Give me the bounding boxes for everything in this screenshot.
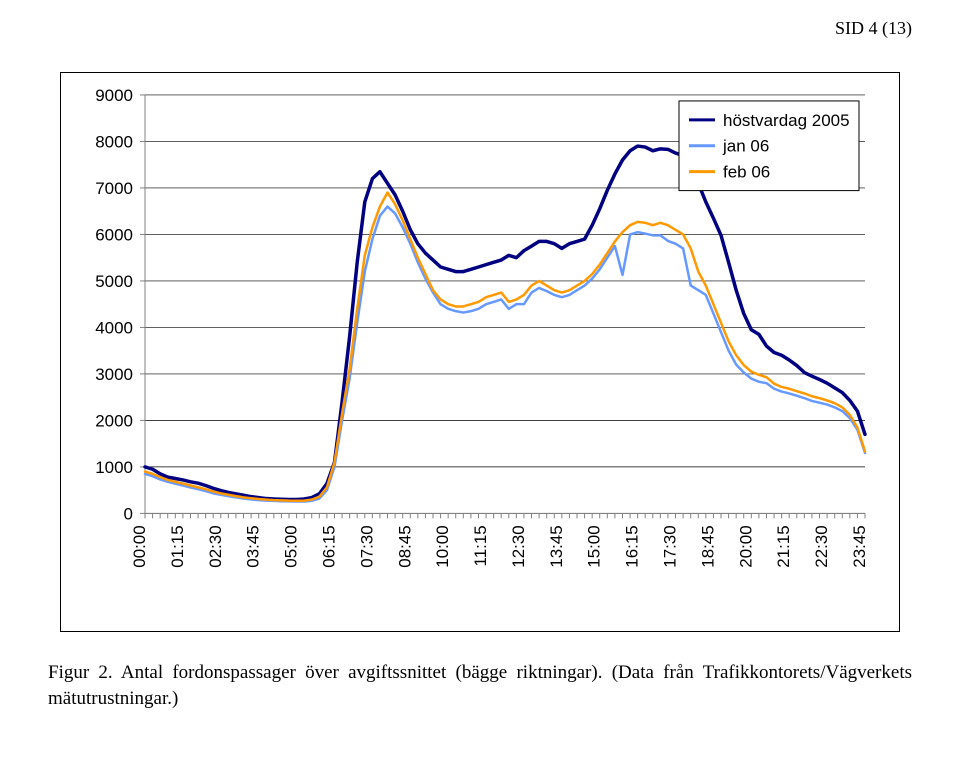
svg-text:01:15: 01:15 bbox=[168, 525, 187, 567]
chart-frame: 0 1000 2000 3000 4000 5000 6000 7000 8000 9000 00:… bbox=[60, 72, 900, 632]
svg-text:1000: 1000 bbox=[95, 458, 133, 477]
svg-text:00:00: 00:00 bbox=[130, 525, 149, 567]
svg-text:17:30: 17:30 bbox=[660, 525, 679, 567]
svg-text:3000: 3000 bbox=[95, 365, 133, 384]
svg-text:07:30: 07:30 bbox=[357, 525, 376, 567]
svg-text:08:45: 08:45 bbox=[395, 525, 414, 567]
figure-caption: Figur 2. Antal fordonspassager över avgi… bbox=[48, 660, 912, 711]
svg-text:11:15: 11:15 bbox=[471, 525, 490, 566]
svg-text:2000: 2000 bbox=[95, 411, 133, 430]
svg-text:7000: 7000 bbox=[95, 179, 133, 198]
svg-text:16:15: 16:15 bbox=[623, 525, 642, 567]
svg-text:10:00: 10:00 bbox=[433, 525, 452, 567]
svg-text:höstvardag 2005: höstvardag 2005 bbox=[723, 111, 850, 130]
svg-text:jan 06: jan 06 bbox=[722, 137, 769, 156]
svg-text:03:45: 03:45 bbox=[244, 525, 263, 567]
svg-text:12:30: 12:30 bbox=[509, 525, 528, 567]
page: SID 4 (13) 0 1000 2000 3000 4000 5000 6000 7000… bbox=[0, 0, 960, 771]
svg-text:13:45: 13:45 bbox=[547, 525, 566, 567]
svg-text:4000: 4000 bbox=[95, 318, 133, 337]
svg-text:05:00: 05:00 bbox=[282, 525, 301, 567]
svg-text:18:45: 18:45 bbox=[698, 525, 717, 567]
svg-text:23:45: 23:45 bbox=[850, 525, 869, 567]
svg-text:21:15: 21:15 bbox=[774, 525, 793, 567]
svg-text:15:00: 15:00 bbox=[585, 525, 604, 567]
svg-text:feb 06: feb 06 bbox=[723, 163, 770, 182]
page-header: SID 4 (13) bbox=[835, 18, 912, 39]
svg-text:22:30: 22:30 bbox=[812, 525, 831, 567]
svg-text:5000: 5000 bbox=[95, 272, 133, 291]
svg-text:02:30: 02:30 bbox=[206, 525, 225, 567]
svg-text:06:15: 06:15 bbox=[319, 525, 338, 567]
svg-text:9000: 9000 bbox=[95, 86, 133, 105]
svg-text:0: 0 bbox=[124, 504, 133, 523]
line-chart: 0 1000 2000 3000 4000 5000 6000 7000 8000 9000 00:… bbox=[73, 85, 883, 619]
svg-text:6000: 6000 bbox=[95, 225, 133, 244]
svg-text:8000: 8000 bbox=[95, 132, 133, 151]
svg-text:20:00: 20:00 bbox=[736, 525, 755, 567]
